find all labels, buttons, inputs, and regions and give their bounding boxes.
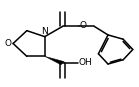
Text: O: O [79, 21, 86, 30]
Text: O: O [5, 39, 12, 48]
Polygon shape [45, 56, 64, 65]
Text: OH: OH [78, 58, 92, 67]
Text: N: N [41, 27, 48, 36]
